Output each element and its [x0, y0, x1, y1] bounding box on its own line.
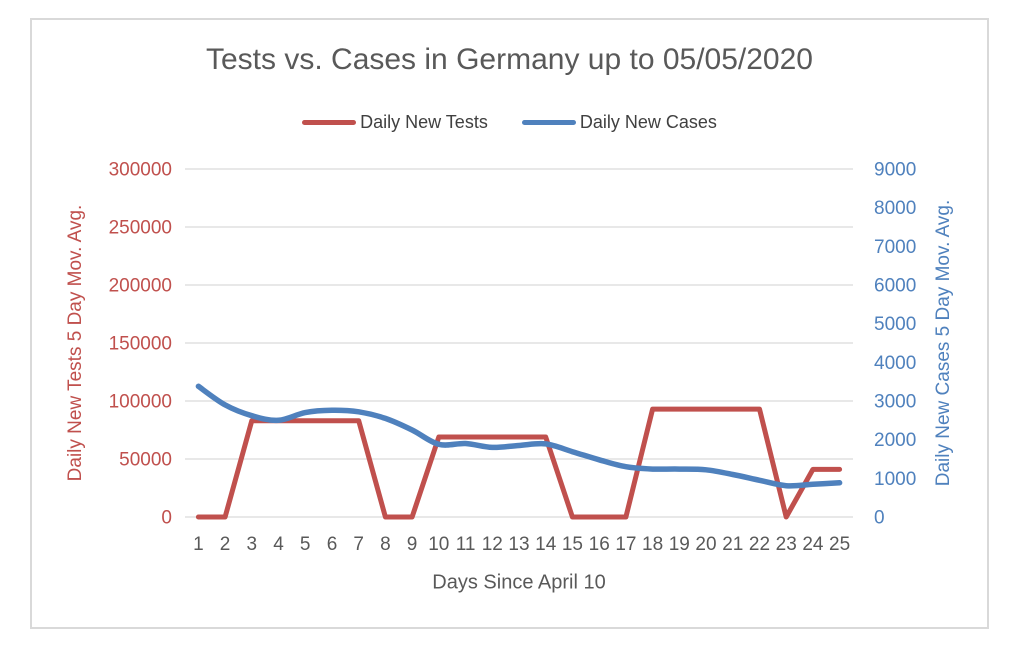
legend-swatch-cases-line: [521, 119, 576, 125]
legend-swatch-tests-line: [302, 119, 357, 125]
right-axis-title: Daily New Cases 5 Day Mov. Avg.: [933, 199, 954, 487]
x-axis-title: Days Since April 10: [432, 571, 606, 594]
legend-label-daily-new-cases: Daily New Cases: [579, 111, 717, 132]
chart-canvas: Tests vs. Cases in Germany up to 05/05/2…: [30, 18, 989, 629]
legend: Daily New Tests Daily New Cases: [32, 110, 987, 134]
left-axis-title: Daily New Tests 5 Day Mov. Avg.: [65, 204, 86, 482]
legend-label-daily-new-tests: Daily New Tests: [360, 111, 488, 132]
legend-item-daily-new-tests: Daily New Tests: [302, 112, 488, 133]
chart-title: Tests vs. Cases in Germany up to 05/05/2…: [206, 43, 813, 76]
legend-item-daily-new-cases: Daily New Cases: [521, 111, 717, 133]
